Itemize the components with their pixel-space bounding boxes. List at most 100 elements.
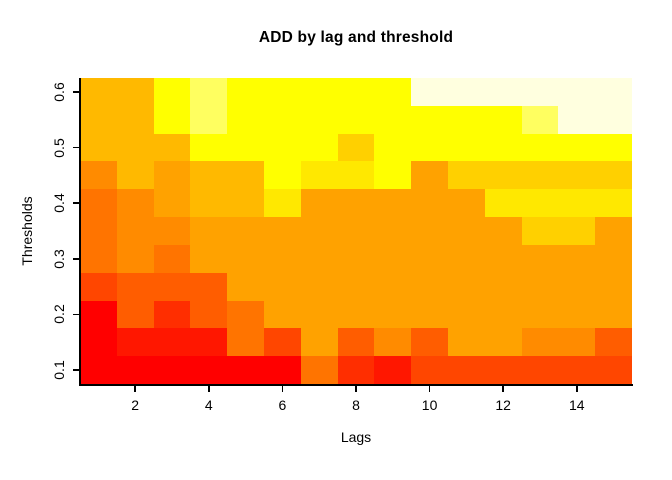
- heatmap-cell: [116, 244, 154, 273]
- heatmap-cell: [411, 78, 448, 106]
- heatmap-cell: [116, 217, 154, 245]
- heatmap-cell: [300, 272, 338, 301]
- heatmap-cell: [153, 217, 191, 245]
- heatmap-cell: [595, 244, 632, 273]
- heatmap-cell: [300, 328, 338, 357]
- heatmap-cell: [116, 328, 154, 357]
- heatmap-cell: [595, 300, 632, 329]
- heatmap-cell: [227, 272, 264, 301]
- heatmap-cell: [337, 217, 375, 245]
- x-tick-label: 14: [569, 397, 585, 413]
- x-tick-label: 8: [352, 397, 360, 413]
- heatmap-cell: [447, 217, 485, 245]
- heatmap-cell: [80, 272, 117, 301]
- heatmap-cell: [411, 133, 448, 162]
- heatmap-cell: [263, 189, 301, 218]
- heatmap-cell: [300, 133, 338, 162]
- heatmap-cell: [374, 272, 412, 301]
- heatmap-cell: [595, 272, 632, 301]
- heatmap-cell: [558, 356, 596, 384]
- heatmap-cell: [263, 328, 301, 357]
- heatmap-cell: [374, 105, 412, 134]
- heatmap-cell: [484, 356, 522, 384]
- x-tick-mark: [134, 385, 136, 392]
- heatmap-cell: [558, 105, 596, 134]
- heatmap-cell: [153, 328, 191, 357]
- heatmap-cell: [521, 217, 559, 245]
- heatmap-cell: [153, 78, 191, 106]
- x-tick-label: 6: [278, 397, 287, 413]
- heatmap-cell: [190, 300, 228, 329]
- heatmap-cell: [484, 244, 522, 273]
- heatmap-cell: [300, 356, 338, 384]
- heatmap-cell: [227, 300, 264, 329]
- heatmap-cell: [227, 78, 264, 106]
- heatmap-cell: [595, 133, 632, 162]
- heatmap-cell: [411, 161, 448, 190]
- heatmap-cell: [447, 356, 485, 384]
- heatmap-cell: [337, 272, 375, 301]
- heatmap-cell: [595, 356, 632, 384]
- heatmap-cell: [558, 133, 596, 162]
- x-tick-mark: [576, 385, 578, 392]
- x-tick-label: 2: [131, 397, 140, 413]
- heatmap-cell: [447, 300, 485, 329]
- heatmap-cell: [263, 356, 301, 384]
- heatmap-cell: [80, 356, 117, 384]
- heatmap-cell: [153, 161, 191, 190]
- heatmap-cell: [153, 105, 191, 134]
- heatmap-cell: [484, 272, 522, 301]
- heatmap-cell: [263, 133, 301, 162]
- heatmap-cell: [190, 328, 228, 357]
- heatmap-cell: [190, 105, 228, 134]
- heatmap-cell: [300, 161, 338, 190]
- heatmap-cell: [116, 300, 154, 329]
- heatmap-cell: [190, 244, 228, 273]
- heatmap-cell: [190, 78, 228, 106]
- heatmap-cell: [521, 78, 559, 106]
- heatmap-cell: [80, 217, 117, 245]
- heatmap-cell: [116, 161, 154, 190]
- y-tick-label: 0.5: [51, 137, 67, 158]
- heatmap-cell: [374, 161, 412, 190]
- heatmap-cell: [80, 328, 117, 357]
- x-axis-label: Lags: [340, 429, 372, 445]
- heatmap-cell: [337, 244, 375, 273]
- heatmap-cell: [80, 133, 117, 162]
- heatmap-cell: [374, 133, 412, 162]
- heatmap-cell: [227, 356, 264, 384]
- heatmap-cell: [300, 244, 338, 273]
- heatmap-cell: [595, 78, 632, 106]
- heatmap-cell: [374, 217, 412, 245]
- heatmap-cell: [80, 244, 117, 273]
- y-tick-mark: [73, 369, 79, 371]
- heatmap-cell: [227, 244, 264, 273]
- x-tick-mark: [208, 385, 210, 392]
- heatmap-cell: [447, 244, 485, 273]
- heatmap-cell: [411, 328, 448, 357]
- heatmap-cell: [300, 189, 338, 218]
- x-tick-mark: [428, 385, 431, 392]
- heatmap-cell: [374, 328, 412, 357]
- heatmap-cell: [337, 105, 375, 134]
- x-tick-mark: [281, 385, 284, 392]
- heatmap-cell: [558, 244, 596, 273]
- x-tick-label: 12: [495, 397, 511, 413]
- heatmap-cell: [595, 105, 632, 134]
- x-tick-mark: [502, 385, 504, 392]
- x-tick-label: 10: [421, 397, 438, 413]
- y-tick-mark: [73, 202, 79, 204]
- heatmap-cell: [447, 161, 485, 190]
- heatmap-cell: [190, 356, 228, 384]
- heatmap-cell: [227, 133, 264, 162]
- heatmap-cell: [484, 133, 522, 162]
- heatmap-cell: [558, 217, 596, 245]
- heatmap-cell: [521, 356, 559, 384]
- heatmap-cell: [337, 78, 375, 106]
- y-tick-mark: [73, 313, 79, 316]
- heatmap-cell: [447, 133, 485, 162]
- heatmap-cell: [153, 272, 191, 301]
- heatmap-cell: [558, 161, 596, 190]
- heatmap-cell: [484, 189, 522, 218]
- y-tick-mark: [73, 91, 79, 93]
